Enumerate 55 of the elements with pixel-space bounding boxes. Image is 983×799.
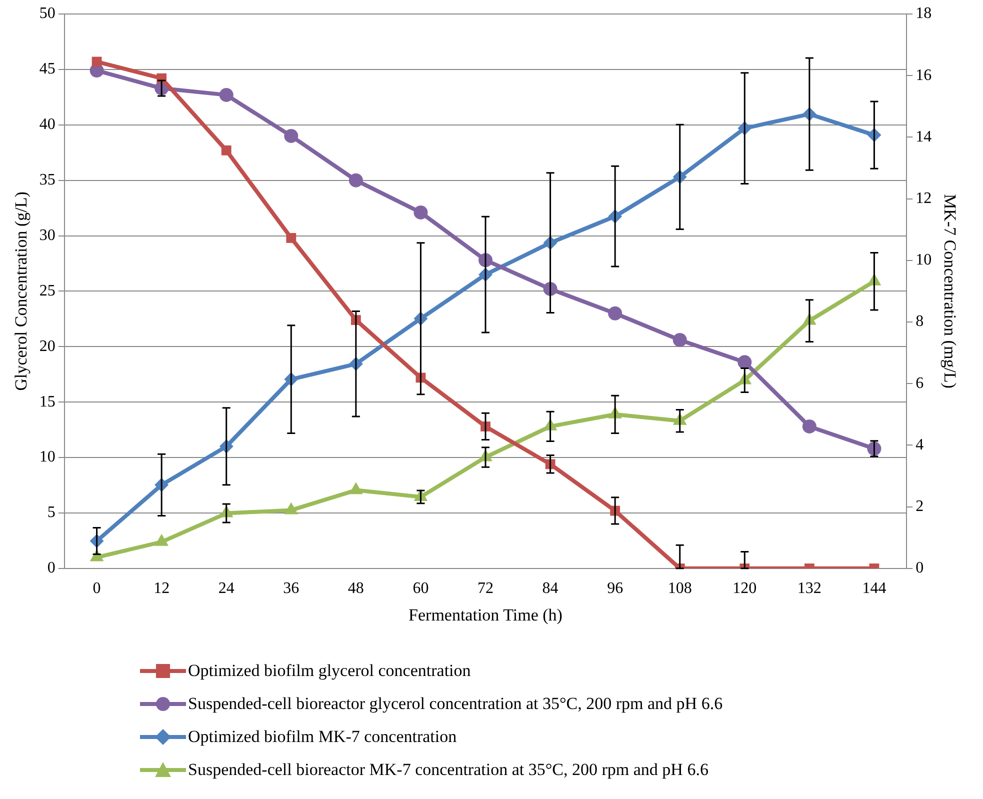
point	[221, 145, 232, 156]
point	[286, 233, 296, 243]
y2-axis-title: MK-7 Concentration (mg/L)	[940, 194, 960, 388]
y2-tick-label: 10	[916, 252, 932, 269]
point	[608, 306, 622, 320]
y-axis-title: Glycerol Concentration (g/L)	[12, 192, 31, 391]
x-tick-label: 96	[607, 580, 624, 598]
y-tick-label: 10	[39, 448, 56, 466]
point	[284, 128, 298, 143]
x-tick-label: 84	[542, 580, 558, 598]
y2-tick-label: 8	[916, 313, 924, 330]
point	[802, 419, 816, 434]
point	[349, 482, 363, 494]
x-axis-title: Fermentation Time (h)	[408, 605, 562, 624]
legend-label: Suspended-cell bioreactor MK-7 concentration at 35°C, 200 rpm and pH 6.6	[188, 760, 708, 780]
y2-tick-label: 4	[916, 436, 924, 454]
point	[672, 332, 687, 347]
y2-tick-label: 2	[916, 498, 924, 516]
point	[414, 205, 428, 220]
y2-tick-label: 0	[916, 560, 924, 577]
x-tick-label: 144	[862, 580, 886, 598]
x-tick-label: 72	[478, 580, 494, 598]
point	[738, 355, 752, 370]
y2-tick-label: 6	[916, 374, 924, 392]
y-tick-label: 20	[39, 338, 56, 355]
y-tick-label: 30	[39, 226, 56, 244]
point	[348, 173, 363, 188]
legend-label: Optimized biofilm glycerol concentration	[188, 661, 471, 681]
x-tick-label: 120	[732, 580, 757, 598]
point	[284, 502, 298, 514]
y-tick-label: 40	[39, 116, 56, 134]
point	[154, 534, 169, 546]
x-tick-label: 132	[797, 580, 822, 598]
y-tick-label: 5	[47, 504, 56, 522]
x-tick-label: 60	[412, 580, 429, 598]
x-tick-label: 36	[283, 580, 300, 598]
y2-tick-label: 14	[916, 128, 932, 146]
y2-tick-label: 16	[916, 66, 932, 84]
y-tick-label: 35	[39, 172, 56, 189]
x-tick-label: 0	[92, 580, 101, 598]
y-tick-label: 0	[47, 560, 56, 577]
x-tick-label: 24	[218, 580, 234, 598]
y-tick-label: 45	[39, 60, 56, 78]
legend-label: Suspended-cell bioreactor glycerol concentration at 35°C, 200 rpm and pH 6.6	[188, 694, 723, 714]
point	[92, 56, 102, 67]
x-tick-label: 12	[154, 580, 170, 598]
legend-label: Optimized biofilm MK-7 concentration	[188, 727, 457, 747]
y2-tick-label: 12	[916, 190, 932, 208]
y-tick-label: 50	[39, 5, 56, 22]
x-tick-label: 108	[668, 580, 692, 598]
y-tick-label: 25	[39, 282, 56, 300]
point	[219, 88, 234, 102]
y-tick-label: 15	[39, 393, 56, 410]
y2-tick-label: 18	[916, 5, 932, 22]
x-tick-label: 48	[348, 580, 364, 598]
